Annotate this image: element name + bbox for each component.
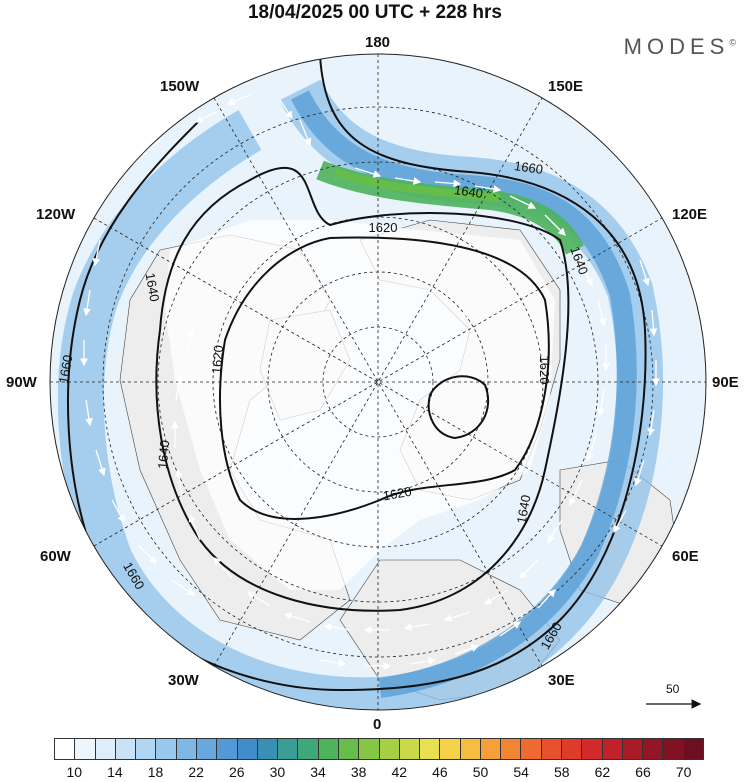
colorbar-tick-label: 46 [432, 764, 448, 780]
lon-label-60w: 60W [40, 548, 71, 565]
colorbar-swatch [643, 739, 664, 759]
lon-label-120w: 120W [36, 206, 76, 223]
colorbar-tick-label: 14 [107, 764, 123, 780]
contour-label: 1620 [209, 345, 226, 375]
colorbar-swatch [75, 739, 96, 759]
colorbar-tick-label: 50 [472, 764, 489, 780]
colorbar-tick-label: 34 [310, 764, 326, 780]
colorbar-swatch [95, 739, 116, 759]
lon-label-30e: 30E [548, 672, 575, 689]
colorbar-ticks: 10 14 18 22 26 30 34 38 42 46 50 54 58 62 66 70 [54, 764, 704, 782]
colorbar-swatch [278, 739, 299, 759]
colorbar-swatch [663, 739, 684, 759]
lon-label-90w: 90W [6, 374, 37, 391]
colorbar-tick-label: 66 [635, 764, 651, 780]
colorbar-swatch [562, 739, 583, 759]
colorbar-swatch [521, 739, 542, 759]
colorbar-swatch [55, 739, 76, 759]
brand-name: MODES [623, 34, 730, 59]
contour-label: 1660 [56, 354, 76, 385]
colorbar-swatch [257, 739, 279, 759]
colorbar-swatch [480, 739, 502, 759]
map-disc [50, 54, 706, 710]
lon-label-150e: 150E [548, 78, 584, 95]
colorbar-swatch [176, 739, 197, 759]
colorbar-swatch [582, 739, 603, 759]
colorbar-swatch [501, 739, 522, 759]
colorbar-tick-label: 26 [229, 764, 245, 780]
colorbar-swatch [440, 739, 461, 759]
colorbar [54, 738, 704, 760]
reference-vector-value: 50 [666, 682, 680, 696]
contour-label: 1660 [513, 158, 544, 177]
contour-label-group: 1620 1620 1620 1620 1640 1640 1640 1640 … [56, 158, 592, 652]
lon-label-180: 180 [365, 34, 391, 51]
lon-label-30w: 30W [168, 672, 199, 689]
contour-1660 [67, 54, 647, 692]
colorbar-swatch [298, 739, 319, 759]
lon-label-60e: 60E [672, 548, 699, 565]
contour-1640 [155, 166, 570, 612]
colorbar-swatch [359, 739, 380, 759]
colorbar-swatch [541, 739, 563, 759]
colorbar-swatch [318, 739, 339, 759]
colorbar-tick-label: 18 [147, 764, 164, 780]
brand-mark: © [729, 37, 736, 48]
calm-core [165, 220, 555, 590]
lon-label-150w: 150W [160, 78, 200, 95]
colorbar-tick-label: 70 [675, 764, 692, 780]
colorbar-tick-label: 42 [391, 764, 408, 780]
height-contours [67, 54, 647, 692]
colorbar-swatch [622, 739, 644, 759]
map-border [49, 53, 707, 711]
colorbar-tick-label: 22 [188, 764, 204, 780]
lon-label-120e: 120E [672, 206, 708, 223]
colorbar-swatch [683, 739, 703, 759]
contour-label: 1640 [453, 182, 484, 201]
colorbar-swatch [602, 739, 623, 759]
colorbar-swatch [399, 739, 421, 759]
lon-label-90e: 90E [712, 374, 739, 391]
colorbar-tick-label: 30 [269, 764, 286, 780]
contour-1620 [219, 236, 550, 520]
contour-label: 1640 [514, 494, 534, 525]
colorbar-swatch [338, 739, 360, 759]
contour-1620-cutoff [427, 375, 490, 440]
colorbar-swatch [420, 739, 441, 759]
polar-map: 1620 1620 1620 1620 1640 1640 1640 1640 … [49, 53, 707, 711]
map-title: 18/04/2025 00 UTC + 228 hrs [247, 2, 503, 23]
colorbar-tick-label: 62 [594, 764, 611, 780]
contour-label: 1620 [537, 356, 552, 385]
colorbar-swatch [156, 739, 177, 759]
colorbar-swatch [379, 739, 400, 759]
colorbar-tick-label: 58 [554, 764, 570, 780]
colorbar-swatch [196, 739, 218, 759]
contour-label: 1620 [369, 220, 398, 235]
colorbar-tick-label: 38 [350, 764, 367, 780]
lon-label-0: 0 [373, 716, 382, 733]
contour-label: 1620 [382, 484, 413, 504]
colorbar-swatch [217, 739, 238, 759]
colorbar-tick-label: 54 [513, 764, 529, 780]
contour-label: 1640 [143, 272, 163, 303]
colorbar-swatch [115, 739, 137, 759]
jet-band-inner [291, 90, 637, 698]
colorbar-swatch [237, 739, 258, 759]
brand-logo: MODES© [624, 34, 736, 60]
colorbar-swatch [460, 739, 481, 759]
colorbar-swatch [136, 739, 157, 759]
reference-vector: 50 [644, 682, 704, 712]
colorbar-tick-label: 10 [66, 764, 83, 780]
contour-label: 1640 [155, 440, 172, 470]
